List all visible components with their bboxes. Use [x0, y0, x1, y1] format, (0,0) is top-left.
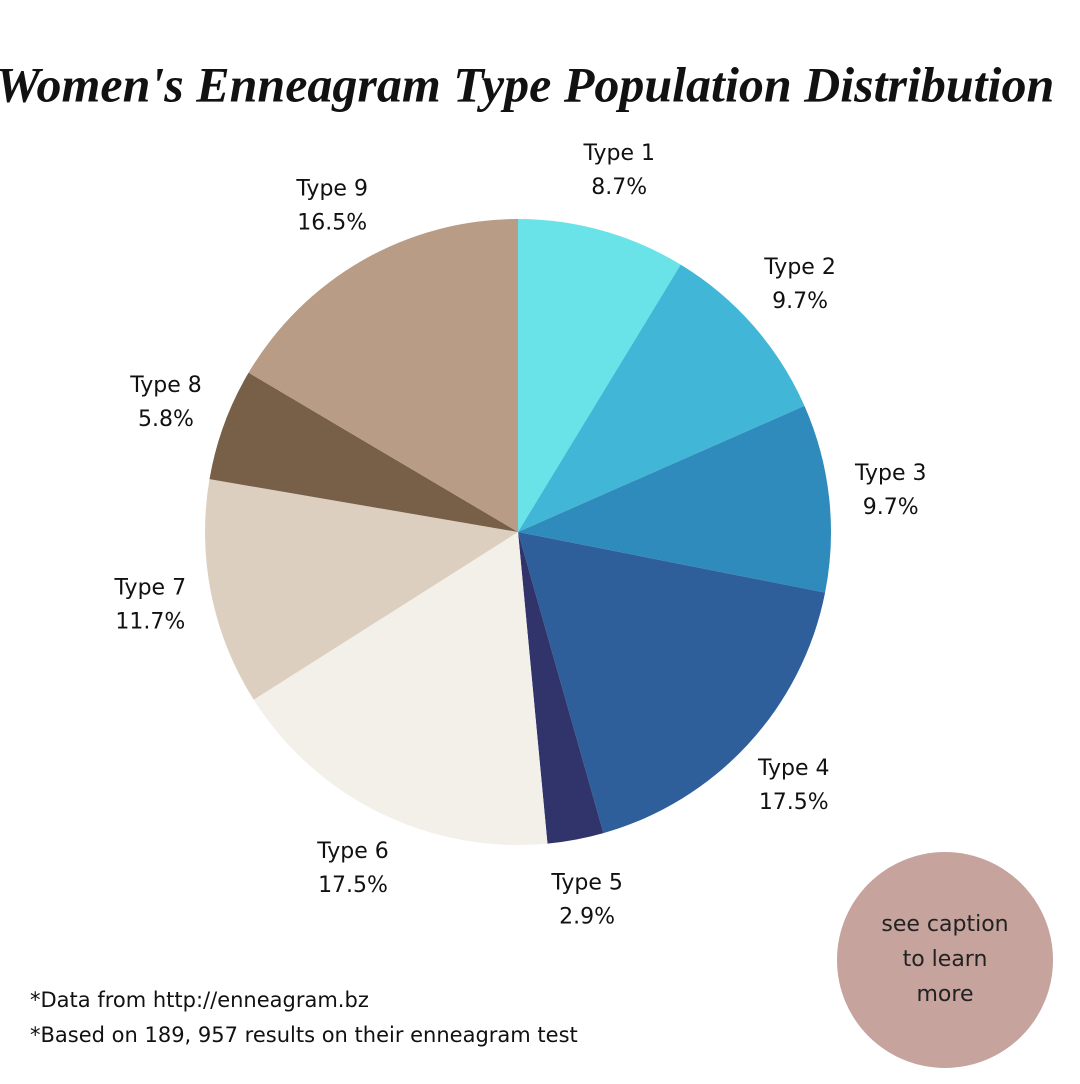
pie-slice — [248, 218, 518, 532]
footnote: *Data from http://enneagram.bz — [30, 988, 369, 1012]
pie-slice — [518, 219, 681, 532]
slice-label: Type 8 — [129, 373, 202, 398]
badge-text: see caption — [881, 912, 1008, 937]
pie-slice — [518, 532, 826, 834]
value-label: 8.7% — [591, 175, 647, 200]
slice-label: Type 2 — [763, 255, 836, 280]
value-label: 11.7% — [115, 610, 185, 635]
pie-slice — [205, 479, 518, 700]
slice-label: Type 4 — [757, 756, 830, 781]
pie-slice — [209, 372, 519, 532]
value-label: 9.7% — [772, 289, 828, 314]
badge-text: more — [917, 982, 974, 1007]
value-label: 5.8% — [138, 407, 194, 432]
value-label: 17.5% — [318, 873, 388, 898]
slice-label: Type 6 — [316, 839, 389, 864]
value-label: 17.5% — [759, 790, 829, 815]
value-label: 2.9% — [559, 905, 615, 930]
value-label: 16.5% — [297, 210, 367, 235]
slice-label: Type 9 — [295, 176, 368, 201]
pie-slice — [253, 532, 548, 846]
slice-label: Type 1 — [582, 141, 655, 166]
footnote: *Based on 189, 957 results on their enne… — [30, 1023, 578, 1047]
value-label: 9.7% — [863, 495, 919, 520]
pie-slice — [518, 532, 604, 844]
chart-title: Women's Enneagram Type Population Distri… — [0, 56, 1054, 112]
pie-slice — [518, 264, 805, 532]
slice-label: Type 3 — [854, 461, 927, 486]
badge — [837, 852, 1053, 1068]
pie-slice — [518, 405, 831, 593]
slice-label: Type 7 — [114, 576, 187, 601]
badge-text: to learn — [903, 947, 988, 972]
pie — [205, 218, 831, 846]
slice-label: Type 5 — [550, 871, 623, 896]
